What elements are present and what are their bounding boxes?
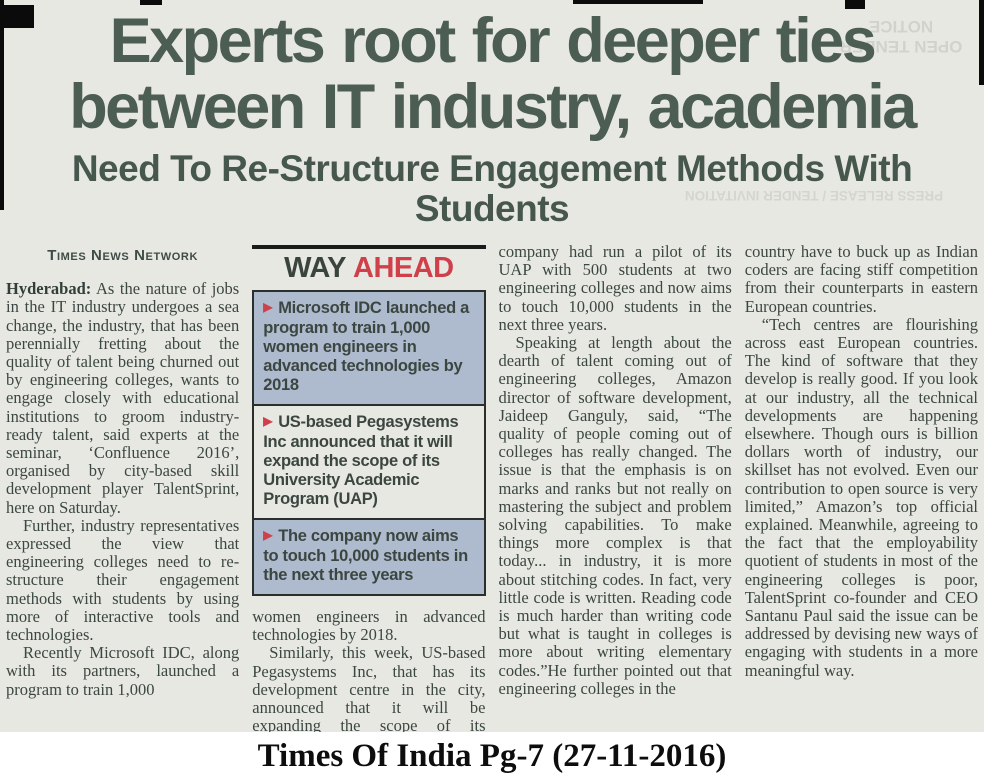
way-ahead-title-way: WAY — [284, 252, 347, 284]
way-ahead-item-text: Microsoft IDC launched a program to trai… — [263, 299, 470, 394]
column-1: Times News Network Hyderabad: As the nat… — [6, 243, 239, 738]
scan-artifact — [979, 0, 984, 85]
column-3: company had run a pilot of its UAP with … — [499, 243, 732, 738]
way-ahead-item: ▶ The company now aims to touch 10,000 st… — [254, 518, 484, 594]
article-paragraph: Further, industry representatives expres… — [6, 515, 240, 645]
triangle-bullet-icon: ▶ — [263, 414, 273, 428]
way-ahead-item: ▶ US-based Pegasystems Inc announced that… — [254, 404, 484, 518]
article-paragraph: women engineers in advanced technologies… — [252, 607, 486, 645]
article-paragraph: Recently Microsoft IDC, along with its p… — [6, 643, 240, 699]
clipping-caption: Times Of India Pg-7 (27-11-2016) — [257, 737, 727, 774]
way-ahead-top-rule — [252, 245, 486, 249]
triangle-bullet-icon: ▶ — [263, 528, 273, 542]
way-ahead-title-ahead: AHEAD — [353, 252, 454, 284]
way-ahead-item-text: US-based Pegasystems Inc announced that … — [263, 413, 459, 508]
way-ahead-items: ▶ Microsoft IDC launched a program to tra… — [252, 290, 486, 596]
scan-artifact — [573, 0, 703, 4]
main-headline: Experts root for deeper ties between IT … — [0, 8, 984, 140]
byline: Times News Network — [47, 247, 199, 264]
article-paragraph: Hyderabad: As the nature of jobs in the … — [6, 280, 239, 517]
column-2-text: women engineers in advanced technologies… — [252, 607, 486, 738]
article-paragraph: Speaking at length about the dearth of t… — [498, 333, 732, 698]
column-4: country have to buck up as Indian coders… — [745, 243, 978, 738]
way-ahead-item: ▶ Microsoft IDC launched a program to tra… — [254, 292, 484, 404]
way-ahead-item-text: The company now aims to touch 10,000 stu… — [263, 527, 468, 584]
newsprint-area: Experts root for deeper ties between IT … — [0, 0, 984, 738]
scan-artifact — [0, 5, 34, 28]
article-paragraph: company had run a pilot of its UAP with … — [498, 243, 732, 334]
way-ahead-box: WAY AHEAD ▶ Microsoft IDC launched a progr… — [252, 245, 486, 596]
article-columns: Times News Network Hyderabad: As the nat… — [0, 243, 984, 738]
dateline: Hyderabad: — [6, 279, 92, 299]
triangle-bullet-icon: ▶ — [263, 300, 273, 314]
article-paragraph: Similarly, this week, US-based Pegasyste… — [252, 643, 486, 738]
headline-line-2: between IT industry, academia — [69, 72, 917, 142]
sub-headline: Need To Re-Structure Engagement Methods … — [71, 148, 913, 229]
scan-artifact — [845, 0, 865, 9]
scan-artifact — [0, 0, 4, 210]
caption-bar: Times Of India Pg-7 (27-11-2016) — [0, 732, 984, 780]
scan-artifact — [140, 0, 162, 5]
article-paragraph: country have to buck up as Indian coders… — [744, 243, 978, 316]
way-ahead-title: WAY AHEAD — [252, 252, 485, 285]
headline-line-1: Experts root for deeper ties — [109, 6, 877, 76]
column-2: WAY AHEAD ▶ Microsoft IDC launched a progr… — [252, 243, 486, 738]
article-paragraph: “Tech centres are flourishing across eas… — [744, 314, 978, 680]
paragraph-text: As the nature of jobs in the IT industry… — [6, 279, 240, 517]
